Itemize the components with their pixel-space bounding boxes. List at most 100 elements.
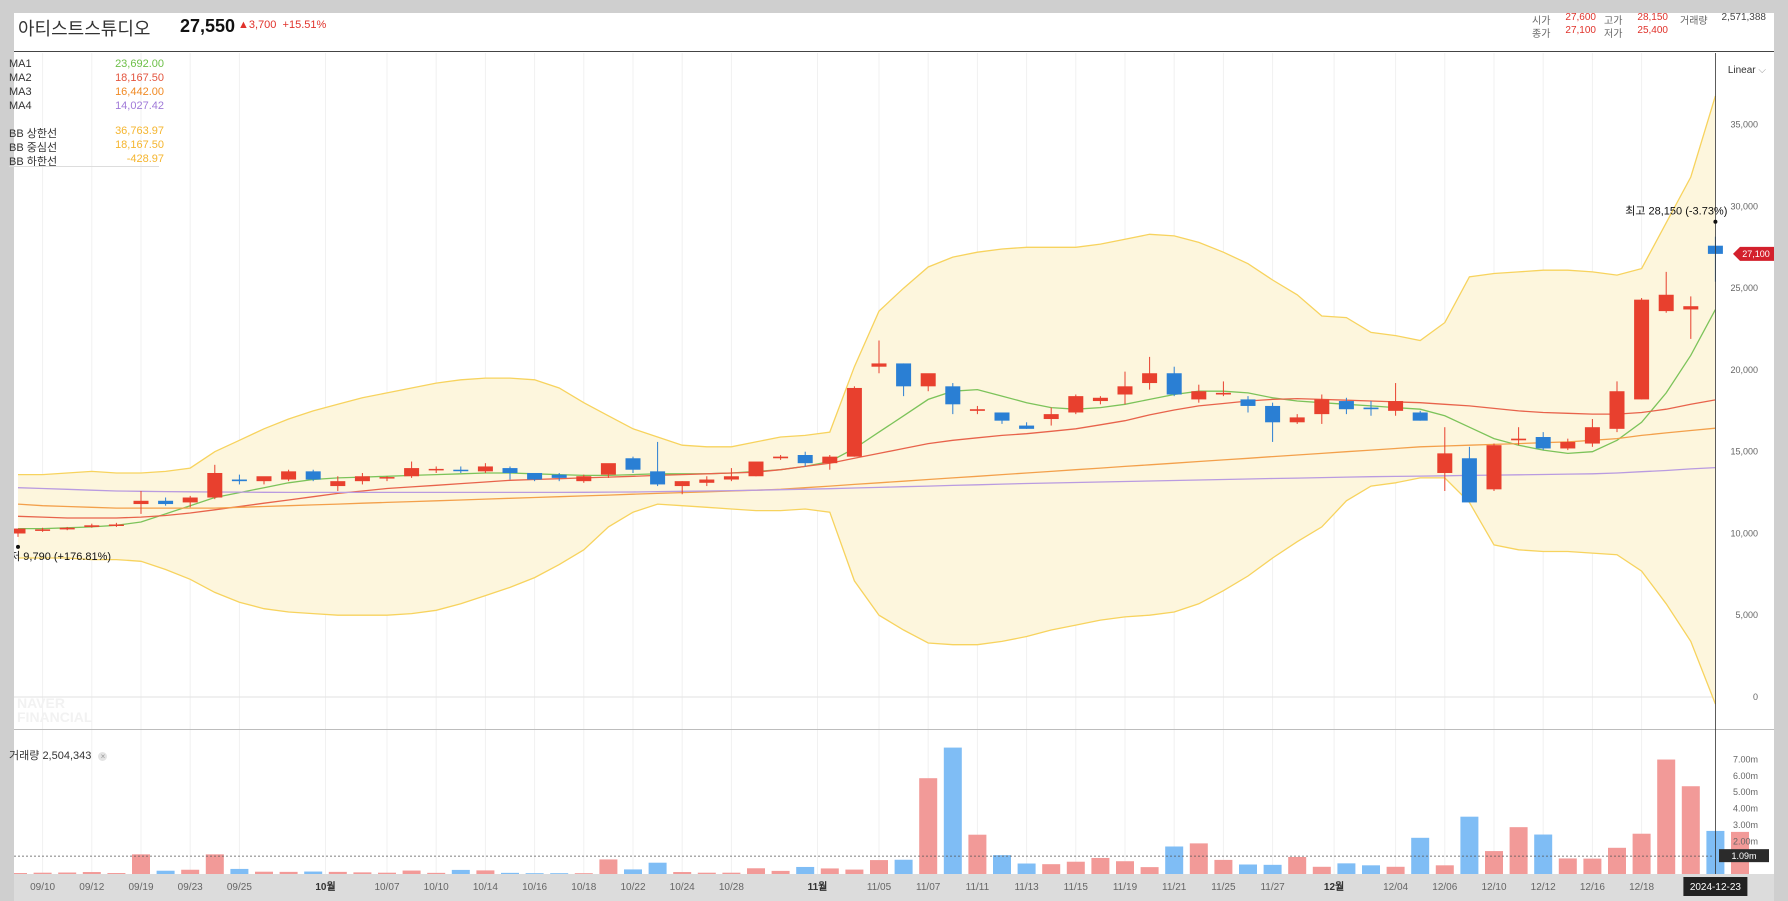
legend-item-name: MA1: [9, 58, 32, 70]
candle-body: [994, 412, 1010, 421]
volume-bar: [1485, 851, 1503, 874]
candle-body: [551, 474, 567, 478]
candle-body: [1117, 386, 1133, 395]
candle-body: [748, 461, 764, 477]
volume-bar: [1091, 857, 1110, 874]
candle-body: [1363, 407, 1379, 410]
volume-bar: [1066, 861, 1085, 874]
volume-bar: [1657, 759, 1676, 874]
scale-mode-label: Linear: [1727, 65, 1756, 76]
close-icon[interactable]: ×: [98, 752, 108, 761]
volume-bar: [968, 834, 987, 874]
candle-body: [1584, 427, 1600, 444]
volume-bar: [255, 871, 273, 874]
x-axis-label: 10월: [315, 881, 335, 893]
candle-body: [1388, 401, 1404, 411]
price-axis-label: 25,000: [1730, 283, 1758, 293]
high-label: 고가: [1604, 16, 1623, 27]
price-axis-label: 10,000: [1730, 528, 1758, 538]
candle-body: [1338, 401, 1354, 410]
price-axis-label: 20,000: [1730, 365, 1758, 375]
candle-body: [723, 476, 739, 480]
legend-item-value: 36,763.97: [115, 125, 164, 137]
candle-body: [797, 455, 813, 464]
volume-bar: [304, 871, 323, 874]
volume-bar: [451, 869, 470, 874]
candle-body: [576, 476, 592, 482]
candle-body: [428, 468, 444, 471]
volume-axis-label: 5.00m: [1733, 787, 1758, 797]
x-axis-label: 10/24: [670, 882, 695, 893]
current-price-tag: 27,100: [1742, 249, 1770, 259]
candle-body: [969, 409, 985, 411]
candle-body: [896, 363, 912, 387]
price-chart-svg[interactable]: 0 5,000 10,000 15,000 20,000 25,000 30,000 35,0…: [14, 13, 1774, 901]
legend-divider: [9, 166, 159, 167]
x-axis-label: 09/23: [178, 882, 203, 893]
watermark-line2: FINANCIAL: [17, 709, 93, 725]
volume-bar: [501, 872, 519, 874]
volume-bar: [1681, 786, 1700, 874]
candle-body: [1511, 438, 1527, 441]
volume-bar: [1460, 816, 1479, 874]
x-axis-label: 11/05: [867, 882, 892, 893]
x-axis-label: 09/12: [79, 882, 104, 893]
legend-item-name: BB 하한선: [9, 156, 58, 168]
candle-body: [477, 466, 493, 472]
crosshair-date-bg: [1683, 877, 1748, 896]
volume-bar: [205, 854, 224, 874]
crosshair-date: 2024-12-23: [1690, 882, 1742, 893]
x-axis-label: 12월: [1324, 881, 1344, 893]
volume-bar: [648, 862, 667, 874]
volume-bar: [58, 872, 77, 874]
volume-legend-value: 2,504,343: [42, 750, 92, 762]
low-label: 저가: [1604, 29, 1623, 40]
x-axis-label: 09/19: [128, 882, 153, 893]
x-axis-label: 11/13: [1014, 882, 1039, 893]
candle-body: [527, 472, 543, 480]
volume-bar: [845, 869, 864, 874]
series-line-MA1: [18, 309, 1716, 530]
volume-bar: [919, 778, 938, 874]
volume-bar: [476, 870, 495, 874]
legend-item-value: 14,027.42: [115, 100, 164, 112]
x-axis-label: 11/15: [1064, 882, 1089, 893]
candle-body: [822, 456, 838, 464]
candle-body: [281, 471, 297, 480]
volume-axis-label: 3.00m: [1733, 820, 1758, 830]
volume-bar: [1583, 858, 1602, 874]
candle-body: [1609, 391, 1625, 429]
scale-mode-dropdown[interactable]: Linear ⌵: [1728, 65, 1766, 76]
naver-financial-watermark: NAVER FINANCIAL: [17, 696, 92, 724]
price-axis-label: 35,000: [1730, 120, 1758, 130]
candle-body: [1683, 306, 1699, 310]
volume-bar: [894, 859, 913, 874]
candle-body: [1560, 441, 1576, 449]
x-axis-label: 10/07: [374, 882, 399, 893]
candle-body: [379, 477, 395, 479]
volume-bar: [230, 868, 249, 874]
volume-bar: [1534, 834, 1553, 874]
series-line-BB-하한선: [18, 477, 1717, 705]
legend-item-name: MA2: [9, 72, 32, 84]
candle-body: [330, 481, 346, 487]
series-line-MA3: [17, 427, 1716, 509]
legend-item-value: -428.97: [126, 153, 164, 165]
candle-body: [1043, 414, 1059, 420]
legend-item: MA2 18,167.50: [9, 72, 174, 86]
x-axis-label: 12/18: [1629, 882, 1654, 893]
x-axis-label: 12/12: [1531, 882, 1556, 893]
x-axis-band: [14, 874, 1774, 901]
stock-name: 아티스트스튜디오: [18, 19, 151, 39]
legend-item: MA1 23,692.00: [9, 58, 174, 72]
close-value: 27,100: [1565, 25, 1596, 36]
volume-bar: [1214, 859, 1233, 874]
candle-body: [14, 528, 26, 534]
candle-body: [600, 463, 616, 475]
volume-bar: [1435, 865, 1454, 874]
price-axis-label: 5,000: [1735, 610, 1758, 620]
candle-body: [945, 386, 961, 405]
candle-body: [1314, 399, 1330, 415]
x-axis-label: 12/04: [1383, 882, 1408, 893]
x-axis-label: 11/25: [1211, 882, 1236, 893]
